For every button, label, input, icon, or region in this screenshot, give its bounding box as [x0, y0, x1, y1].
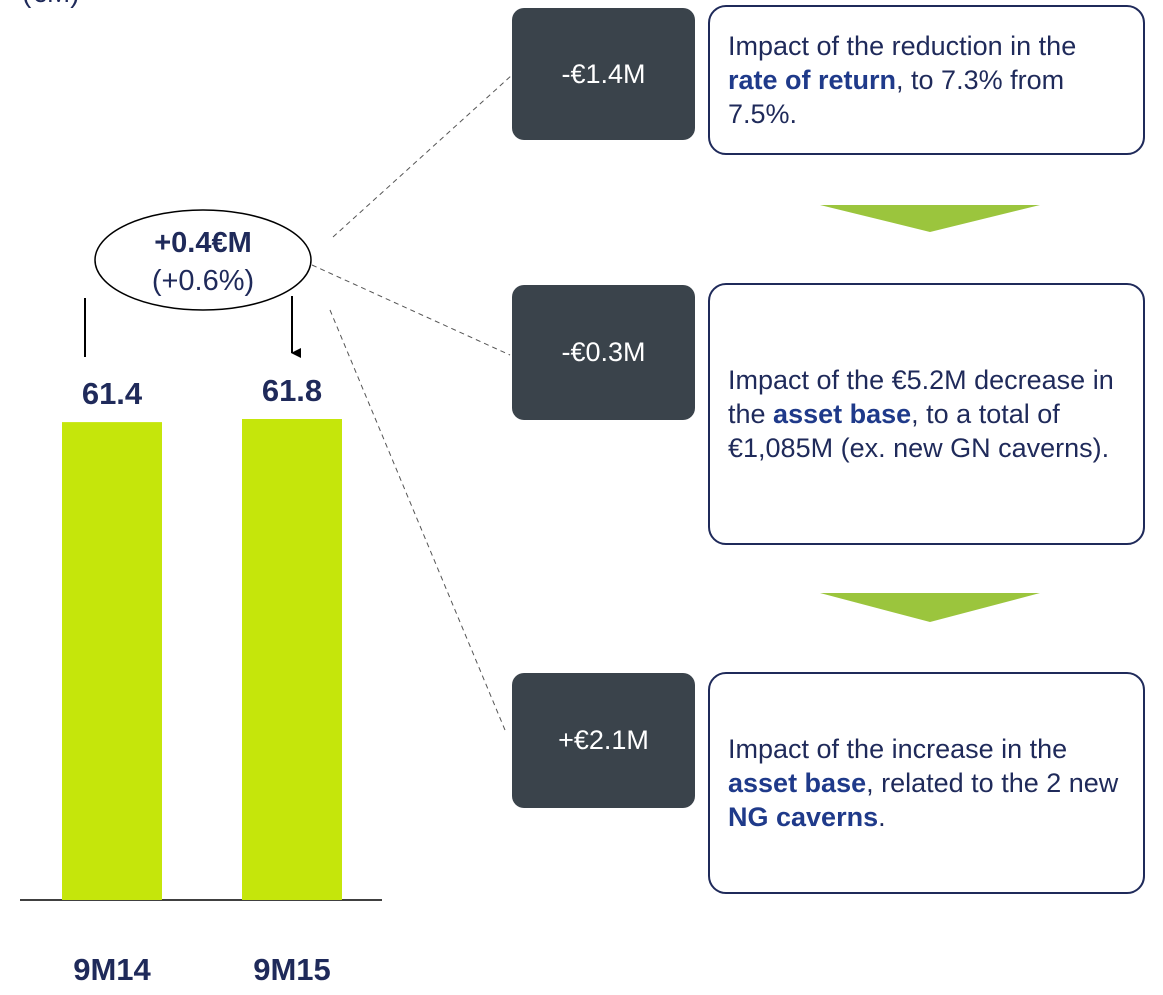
connector [329, 309, 506, 731]
x-tick-label: 9M15 [253, 952, 331, 987]
bar [242, 419, 342, 900]
change-percent: (+0.6%) [152, 265, 254, 297]
flow-arrow [820, 593, 1040, 622]
highlight: rate of return [728, 65, 897, 95]
text-run: , to a total of €1,085M (ex. new GN cave… [728, 399, 1110, 463]
impact-description: Impact of the increase in the asset base… [708, 672, 1145, 894]
text-run: Impact of the €5.2M decrease in the [728, 365, 1114, 429]
bar [62, 422, 162, 900]
change-bubble [94, 209, 312, 311]
highlight: NG caverns [728, 802, 879, 832]
text-run: , related to the 2 new [866, 768, 1119, 798]
connector [332, 74, 513, 238]
value-label: 61.4 [82, 376, 143, 411]
connector [311, 264, 511, 356]
text-run: . [878, 802, 886, 832]
subtitle: (€M) [22, 0, 80, 8]
impact-description: Impact of the €5.2M decrease in the asse… [708, 283, 1145, 545]
x-tick-label: 9M14 [73, 952, 151, 987]
impact-amount: -€0.3M [512, 285, 695, 420]
highlight: asset base [773, 399, 912, 429]
text-run: Impact of the reduction in the [728, 31, 1077, 61]
text-run: Impact of the increase in the [728, 734, 1068, 764]
text-run: , to 7.3% from 7.5%. [728, 65, 1065, 129]
impact-description: Impact of the reduction in the rate of r… [708, 5, 1145, 155]
value-label: 61.8 [262, 373, 322, 408]
impact-amount: -€1.4M [512, 8, 695, 140]
change-label: +0.4€M [154, 227, 252, 259]
flow-arrow [820, 205, 1040, 232]
impact-amount: +€2.1M [512, 673, 695, 808]
highlight: asset base [728, 768, 867, 798]
